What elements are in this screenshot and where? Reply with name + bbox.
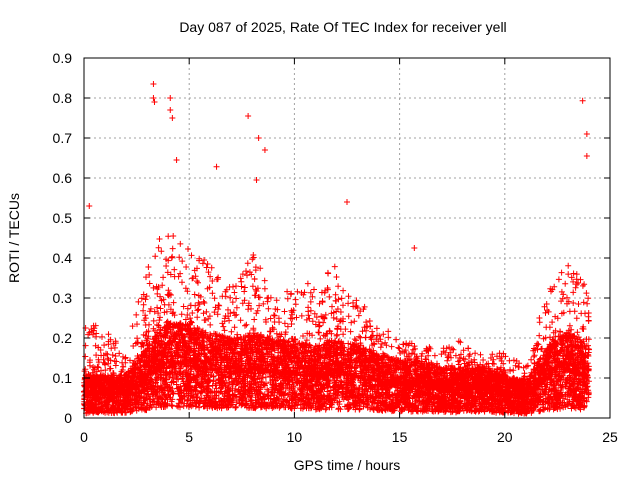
- roti-point: [151, 99, 158, 105]
- y-tick-label: 0.9: [53, 50, 73, 66]
- chart-title: Day 087 of 2025, Rate Of TEC Index for r…: [179, 19, 506, 35]
- roti-point-cloud: [81, 233, 592, 417]
- roti-point: [255, 135, 262, 141]
- y-tick-label: 0.7: [53, 130, 73, 146]
- y-tick-label: 0.3: [53, 290, 73, 306]
- roti-point: [213, 163, 220, 170]
- y-tick-label: 0.6: [53, 170, 73, 186]
- data-points: [81, 81, 592, 417]
- x-axis-tick-labels: 0 5 10 15 20 25: [80, 429, 618, 445]
- roti-point: [411, 245, 418, 251]
- roti-point: [167, 107, 174, 113]
- x-tick-label: 5: [185, 429, 193, 445]
- x-tick-label: 15: [392, 429, 408, 445]
- roti-point: [344, 199, 350, 205]
- roti-point: [245, 113, 252, 119]
- roti-point: [579, 97, 586, 104]
- roti-point: [169, 115, 176, 121]
- y-axis-label: ROTI / TECUs: [6, 193, 22, 283]
- y-tick-label: 0.8: [53, 90, 73, 106]
- roti-point: [261, 147, 268, 153]
- axis-ticks: [83, 57, 611, 419]
- roti-point: [253, 177, 260, 183]
- y-tick-label: 0.5: [53, 210, 73, 226]
- roti-point: [150, 95, 157, 101]
- y-tick-label: 0: [64, 410, 72, 426]
- x-tick-label: 0: [80, 429, 88, 445]
- x-tick-label: 10: [287, 429, 303, 445]
- y-tick-label: 0.4: [53, 250, 73, 266]
- roti-point: [173, 157, 180, 163]
- x-tick-label: 25: [602, 429, 618, 445]
- x-tick-label: 20: [497, 429, 513, 445]
- x-axis-label: GPS time / hours: [294, 457, 401, 473]
- roti-point: [167, 95, 174, 101]
- y-tick-label: 0.1: [53, 370, 73, 386]
- roti-point: [150, 81, 157, 87]
- y-tick-label: 0.2: [53, 330, 73, 346]
- roti-point: [583, 153, 590, 159]
- roti-point: [583, 131, 590, 137]
- roti-point: [86, 203, 93, 209]
- plot-area-frame: [83, 57, 611, 419]
- y-axis-tick-labels: 0 0.1 0.2 0.3 0.4 0.5 0.6 0.7 0.8 0.9: [53, 50, 73, 426]
